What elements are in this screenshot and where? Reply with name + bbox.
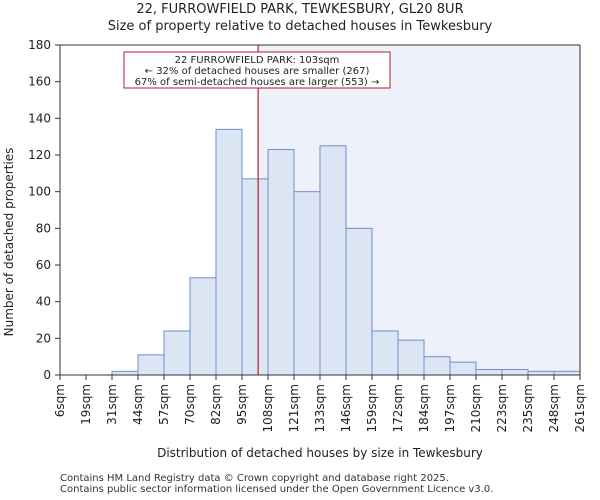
y-tick-label: 180 <box>28 38 51 52</box>
x-axis-label: Distribution of detached houses by size … <box>157 446 483 460</box>
histogram-bar <box>189 277 217 376</box>
histogram-bar <box>267 149 295 376</box>
y-tick-label: 100 <box>28 185 51 199</box>
x-tick-label: 121sqm <box>287 384 301 432</box>
annotation-text: 67% of semi-detached houses are larger (… <box>135 77 380 88</box>
y-tick-label: 120 <box>28 148 51 162</box>
footer-line-2: Contains public sector information licen… <box>60 484 494 495</box>
x-tick-label: 261sqm <box>573 384 587 432</box>
x-tick-label: 197sqm <box>443 384 457 432</box>
annotation-text: 22 FURROWFIELD PARK: 103sqm <box>175 55 340 66</box>
x-tick-label: 31sqm <box>105 384 119 425</box>
histogram-bar <box>111 370 139 376</box>
y-axis-label: Number of detached properties <box>2 148 16 337</box>
histogram-bar <box>319 145 347 376</box>
histogram-bar <box>397 339 425 376</box>
footer-line-1: Contains HM Land Registry data © Crown c… <box>60 473 449 484</box>
x-tick-label: 184sqm <box>417 384 431 432</box>
histogram-bar <box>423 356 451 376</box>
x-tick-label: 133sqm <box>313 384 327 432</box>
x-tick-label: 6sqm <box>53 384 67 417</box>
histogram-bar <box>553 370 581 376</box>
x-tick-label: 108sqm <box>261 384 275 432</box>
histogram-bar <box>163 330 191 376</box>
chart-subtitle: Size of property relative to detached ho… <box>107 19 493 34</box>
x-tick-label: 172sqm <box>391 384 405 432</box>
x-tick-label: 44sqm <box>131 384 145 425</box>
histogram-bar <box>293 191 321 376</box>
y-tick-label: 20 <box>36 331 51 345</box>
histogram-bar <box>475 369 503 376</box>
x-tick-label: 70sqm <box>183 384 197 425</box>
histogram-bar <box>137 354 165 376</box>
y-tick-label: 160 <box>28 75 51 89</box>
x-tick-label: 210sqm <box>469 384 483 432</box>
histogram-bar <box>215 128 243 376</box>
x-tick-label: 248sqm <box>547 384 561 432</box>
histogram-bar <box>501 369 529 376</box>
x-tick-label: 159sqm <box>365 384 379 432</box>
y-tick-label: 80 <box>36 221 51 235</box>
x-tick-label: 95sqm <box>235 384 249 425</box>
histogram-bar <box>449 361 477 376</box>
y-tick-label: 140 <box>28 111 51 125</box>
x-tick-label: 57sqm <box>157 384 171 425</box>
x-tick-label: 19sqm <box>79 384 93 425</box>
x-tick-label: 235sqm <box>521 384 535 432</box>
histogram-bar <box>241 178 269 376</box>
annotation-text: ← 32% of detached houses are smaller (26… <box>145 66 370 77</box>
histogram-bar <box>527 370 555 376</box>
annotation-box <box>123 51 391 89</box>
histogram-bar <box>345 227 373 376</box>
y-tick-label: 0 <box>43 368 51 382</box>
chart-title: 22, FURROWFIELD PARK, TEWKESBURY, GL20 8… <box>136 2 464 17</box>
histogram-bar <box>371 330 399 376</box>
x-tick-label: 82sqm <box>209 384 223 425</box>
y-tick-label: 40 <box>36 295 51 309</box>
x-tick-label: 146sqm <box>339 384 353 432</box>
x-tick-label: 223sqm <box>495 384 509 432</box>
y-tick-label: 60 <box>36 258 51 272</box>
